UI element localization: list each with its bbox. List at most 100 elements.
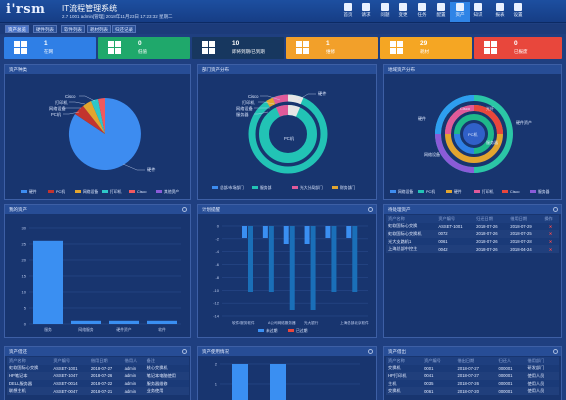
table-row[interactable]: 虹软国际心交换 ASSET-1001 2018-07-27 admin 核心交换机 [7,364,189,373]
table-header-cell[interactable]: 借用日期 [508,215,543,223]
stat-card-0[interactable]: 1 在网 [4,37,96,59]
table-header-cell[interactable]: 资产名称 [386,215,437,223]
table-row[interactable]: 虹软国际心交换机 0072 2018-07-26 2018-07-25 ✕ [386,230,559,238]
nav-item-3[interactable]: 变更 [393,2,413,22]
nav-item-1[interactable]: 请求 [356,2,376,22]
region-sunburst-chart: 硬件 网络设备 Cisco 光纤 PC机 服务器 硬件资产 网络设备 PC机 硬件打… [390,95,550,194]
chart-legend[interactable]: 硬件 PC机 网络设备 打印机 Cisco 其他资产 [21,189,179,194]
stat-label: 低值 [138,49,147,54]
legend-swatch [418,190,424,193]
x-tick-label: 软件 [158,327,166,332]
table-header-cell[interactable]: 操作 [542,215,559,223]
pie-label: 打印机 [55,99,68,106]
bar-series-1 [310,226,316,310]
delete-icon[interactable]: ✕ [542,245,559,253]
table-row[interactable]: 联想主机 ASSET-0047 2018-07-21 admin 业务使用 [7,387,189,395]
nav-item-5[interactable]: 配置 [431,2,451,22]
legend-swatch [75,190,81,193]
settings-icon[interactable] [553,207,558,212]
table-header-cell[interactable]: 备注 [144,357,189,365]
app-logo: i'rsm [6,2,46,17]
folder-icon [107,40,122,55]
chart-legend[interactable]: 网络设备 PC机 硬件 打印机 Cisco 服务器 [390,189,550,194]
x-tick-label: A公司网络服务器 [268,320,296,325]
table-row[interactable]: 虹软国际心交换 ASSET-1001 2018-07-26 2018-07-29 ✕ [386,222,559,231]
delete-icon[interactable]: ✕ [542,222,559,231]
delete-icon[interactable]: ✕ [542,230,559,238]
nav-icon [437,3,445,11]
chart-legend[interactable]: 总部/市场部门 服务部 光大分局部门 财务部门 [212,185,355,190]
bar-series-1 [289,226,295,310]
table-cell: 2018-07-26 [88,372,123,380]
legend-label: 打印机 [482,189,494,194]
nav-item-4[interactable]: 任务 [412,2,432,22]
delete-icon[interactable]: ✕ [542,237,559,246]
table-header-cell[interactable]: 归还人 [496,357,526,365]
x-tick-label: 上海总部北京软件 [340,320,369,325]
svg-text:硬件: 硬件 [318,90,326,97]
table-cell: 2018-07-25 [508,230,543,238]
dept-asset-panel: 部门资产分布 Cisco 打印机 网络设备 服务器 硬件 PC机 总部/市场部门… [197,64,377,200]
settings-icon[interactable] [182,207,187,212]
table-header-cell[interactable]: 借出日期 [455,357,497,365]
table-row[interactable]: 交换机 0001 2018-07-27 000001 研发部门 [386,364,559,373]
stat-card-4[interactable]: 29 耗材 [380,37,472,59]
table-header-cell[interactable]: 资产名称 [386,357,423,365]
legend-label: 网络设备 [83,189,98,194]
table-header-cell[interactable]: 资产编号 [51,357,89,365]
stat-label: 耗材 [420,49,429,54]
asset-usage-bar-chart: 210 [215,362,360,400]
nav-label: 请求 [361,12,371,17]
nav-item-7[interactable]: 知识 [468,2,488,22]
nav-item-2[interactable]: 问题 [375,2,395,22]
table-header-cell[interactable]: 资产编号 [436,215,475,223]
tab-0[interactable]: 资产总览 [5,25,29,33]
nav-item-9[interactable]: 设置 [508,2,528,22]
stat-card-1[interactable]: 0 低值 [98,37,190,59]
panel-title: 地域资产分布 [384,65,561,74]
nav-item-0[interactable]: 首页 [338,2,358,22]
settings-icon[interactable] [368,349,373,354]
x-tick-label: 光大银行 [304,320,319,325]
tab-2[interactable]: 软件列表 [61,25,85,33]
grid-icon [13,40,28,55]
table-cell: HP笔记本 [7,372,52,380]
svg-text:PC机: PC机 [468,131,478,137]
stat-card-3[interactable]: 1 维修 [286,37,378,59]
legend-swatch [446,190,452,193]
nav-item-6[interactable]: 资产 [450,2,470,22]
table-cell: 上海总部中控主 [386,245,437,253]
tab-4[interactable]: 归还记录 [112,25,136,33]
stat-card-5[interactable]: 0 已报废 [474,37,562,59]
table-header-cell[interactable]: 借用日期 [88,357,123,365]
tab-1[interactable]: 硬件列表 [33,25,57,33]
settings-icon[interactable] [553,349,558,354]
settings-icon[interactable] [182,349,187,354]
settings-icon[interactable] [368,207,373,212]
table-row[interactable]: HP笔记本 ASSET-1047 2018-07-26 admin 笔记本电脑使用 [7,372,189,380]
table-row[interactable]: 光大支路机1 0061 2018-07-26 2018-07-28 ✕ [386,237,559,246]
table-row[interactable]: HP打印机 0041 2018-07-27 000001 使用人员 [386,372,559,380]
nav-icon [456,3,464,11]
table-row[interactable]: 主机 0035 2018-07-26 000001 使用人员 [386,379,559,388]
pie-label: 网络设备 [49,105,67,112]
pie-slice-printer [91,99,105,134]
legend-swatch [252,186,258,189]
tools-icon [295,40,310,55]
table-header-cell[interactable]: 借用人 [122,357,145,365]
table-header-row: 资产名称 资产编号 借用日期 借用人 备注 [7,357,189,365]
table-header-cell[interactable]: 资产名称 [7,357,52,365]
table-cell: 000001 [496,387,526,395]
table-header-cell[interactable]: 资产编号 [422,357,456,365]
nav-item-8[interactable]: 报表 [490,2,510,22]
table-header-cell[interactable]: 归还日期 [474,215,509,223]
stat-card-2[interactable]: 10 即将到期/已到期 [192,37,284,59]
table-header-cell[interactable]: 借用部门 [525,357,559,365]
tab-3[interactable]: 耗材列表 [87,25,111,33]
table-row[interactable]: DELL服务器 ASSET-0014 2018-07-22 admin 服务器维修 [7,379,189,388]
bar [147,320,177,324]
user-info: 2.7 1001 admin[管理] 2018年11月23日 17:23:32 … [62,14,173,19]
table-row[interactable]: 上海总部中控主 0042 2018-07-26 2018-04-24 ✕ [386,245,559,253]
tab-bar: 资产总览 硬件列表 软件列表 耗材列表 归还记录 [0,24,566,34]
table-row[interactable]: 交换机 0061 2018-07-20 000001 使用人员 [386,387,559,395]
